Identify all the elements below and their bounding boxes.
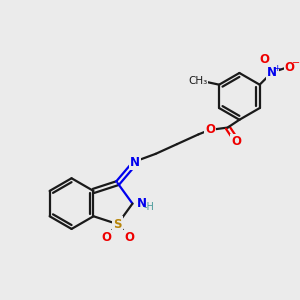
Text: N: N	[130, 156, 140, 169]
Text: S: S	[113, 218, 122, 231]
Text: O: O	[232, 135, 242, 148]
Text: O: O	[205, 123, 215, 136]
Text: O: O	[285, 61, 295, 74]
Text: +: +	[273, 64, 281, 73]
Text: N: N	[137, 197, 147, 210]
Text: O: O	[124, 231, 134, 244]
Text: −: −	[292, 58, 300, 68]
Text: O: O	[101, 231, 111, 244]
Text: CH₃: CH₃	[188, 76, 207, 86]
Text: N: N	[267, 65, 277, 79]
Text: O: O	[260, 53, 269, 66]
Text: -H: -H	[143, 202, 154, 212]
